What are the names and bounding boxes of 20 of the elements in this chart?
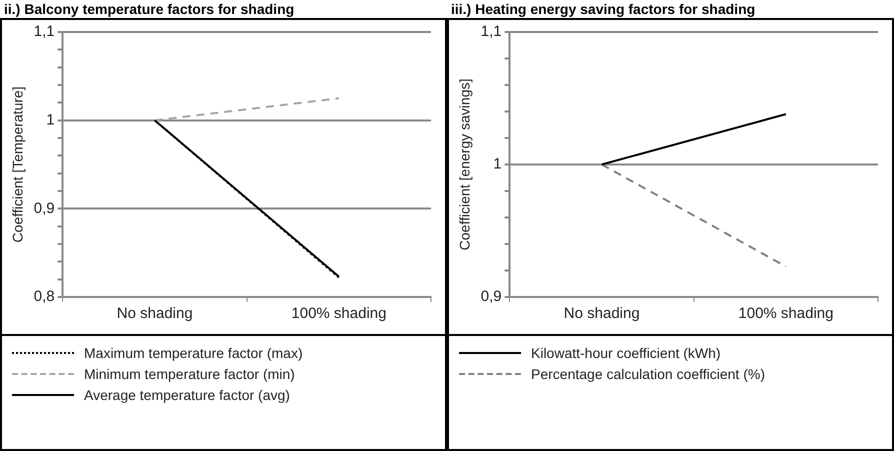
y-tick-label: 1 [46, 111, 55, 128]
y-tick-label: 0,9 [480, 288, 502, 306]
y-tick-label: 1,1 [34, 23, 55, 40]
chart-title: iii.) Heating energy saving factors for shading [450, 0, 756, 18]
y-tick-label: 1 [493, 156, 502, 173]
legend-label: Maximum temperature factor (max) [84, 344, 303, 360]
legend-label: Average temperature factor (avg) [84, 386, 290, 402]
legend-label: Percentage calculation coefficient (%) [531, 366, 765, 382]
x-tick-label: No shading [116, 305, 193, 322]
legend-label: Minimum temperature factor (min) [84, 366, 295, 382]
x-tick-label: 100% shading [738, 305, 834, 322]
y-axis-title: Coefficient [Temperature] [9, 86, 26, 243]
y-axis-title: Coefficient [energy savings] [456, 78, 472, 250]
x-tick-label: 100% shading [291, 305, 386, 322]
y-tick-label: 0,8 [34, 288, 55, 306]
y-tick-label: 0,9 [34, 200, 55, 217]
legend-label: Kilowatt-hour coefficient (kWh) [531, 344, 721, 360]
chart-title: ii.) Balcony temperature factors for shading [3, 0, 296, 18]
x-tick-label: No shading [564, 305, 640, 322]
y-tick-label: 1,1 [480, 23, 502, 40]
